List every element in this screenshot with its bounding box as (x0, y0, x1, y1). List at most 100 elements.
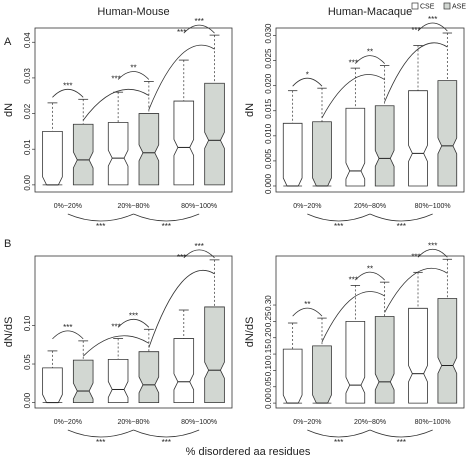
legend-swatch (411, 2, 419, 10)
y-tick-label: 0.15 (264, 344, 273, 360)
box (345, 320, 366, 404)
significance-arc (355, 55, 385, 64)
significance-arc (417, 248, 448, 258)
significance-curve (82, 88, 150, 121)
significance-arc (133, 213, 200, 222)
box (437, 80, 458, 187)
box (437, 298, 458, 404)
y-tick-label: 0.20 (264, 327, 273, 343)
significance-arc (417, 22, 448, 32)
plot-frame (275, 27, 465, 193)
significance-arc (369, 429, 433, 438)
box (138, 113, 160, 186)
box (204, 82, 225, 186)
significance-arc (67, 213, 134, 222)
significance-stars: *** (63, 323, 72, 332)
box (312, 121, 332, 187)
y-tick-label: 0.05 (264, 376, 273, 392)
significance-stars: *** (349, 59, 358, 68)
y-tick-label: 0.10 (264, 360, 273, 376)
significance-arc (117, 318, 150, 328)
box (173, 338, 195, 403)
significance-arc (307, 213, 371, 222)
significance-stars: *** (63, 81, 72, 90)
plot-frame (34, 255, 233, 409)
significance-arc (307, 429, 371, 438)
significance-stars: *** (194, 17, 203, 26)
x-tick-label: 20%~80% (117, 419, 149, 426)
significance-stars: ** (304, 300, 310, 309)
box (345, 107, 366, 187)
significance-stars: *** (411, 26, 420, 35)
box (282, 348, 303, 404)
x-tick-label: 0%~20% (293, 203, 321, 210)
significance-curve (384, 267, 448, 313)
y-axis-label: dN/dS (3, 317, 15, 348)
x-tick-label: 0%~20% (293, 419, 321, 426)
y-tick-label: 0.25 (264, 311, 273, 327)
significance-stars: ** (367, 48, 373, 57)
significance-stars: *** (96, 438, 105, 447)
y-tick-label: 0.020 (264, 73, 273, 94)
x-tick-label: 80%~100% (415, 203, 451, 210)
legend-label: CSE (420, 3, 435, 10)
significance-stars: * (306, 70, 309, 79)
significance-stars: *** (411, 252, 420, 261)
significance-stars: *** (162, 222, 171, 231)
significance-arc (52, 88, 84, 98)
significance-stars: ** (367, 264, 373, 273)
y-axis-label: dN (3, 103, 15, 117)
box (107, 358, 129, 403)
significance-arc (369, 213, 433, 222)
significance-stars: *** (96, 222, 105, 231)
y-tick-label: 0.030 (264, 23, 273, 44)
box (374, 316, 395, 404)
y-tick-label: 0.005 (264, 148, 273, 169)
y-tick-label: 0.000 (264, 173, 273, 194)
significance-stars: ** (130, 64, 136, 73)
chart-title: Human-Macaque (328, 6, 412, 18)
x-tick-label: 0%~20% (54, 203, 82, 210)
y-tick-label: 0.00 (23, 175, 32, 191)
significance-curve (82, 335, 150, 357)
significance-stars: *** (194, 242, 203, 251)
x-tick-label: 20%~80% (117, 203, 149, 210)
x-tick-label: 0%~20% (54, 419, 82, 426)
box (173, 100, 195, 186)
significance-arc (292, 307, 323, 317)
box (42, 130, 63, 186)
x-tick-label: 80%~100% (181, 419, 217, 426)
y-axis-label: dN/dS (244, 317, 256, 348)
legend-label: ASE (452, 3, 466, 10)
significance-stars: *** (177, 253, 186, 262)
significance-curve (384, 42, 448, 102)
box (42, 367, 63, 403)
significance-arc (183, 249, 215, 259)
significance-arc (292, 77, 323, 87)
significance-arc (133, 429, 200, 438)
significance-curve (148, 269, 215, 348)
y-tick-label: 0.015 (264, 98, 273, 119)
chart-title: Human-Mouse (97, 6, 169, 18)
y-tick-label: 0.010 (264, 123, 273, 144)
y-tick-label: 0.04 (23, 32, 32, 48)
significance-arc (183, 24, 215, 34)
panel-label: A (4, 36, 12, 48)
significance-arc (355, 271, 385, 281)
significance-curve (321, 74, 385, 118)
significance-stars: *** (397, 222, 406, 231)
significance-stars: *** (162, 438, 171, 447)
box (204, 306, 225, 403)
plot-frame (275, 255, 465, 409)
significance-arc (67, 429, 134, 438)
box (72, 359, 94, 403)
significance-stars: *** (334, 438, 343, 447)
y-tick-label: 0.03 (23, 68, 32, 84)
significance-stars: *** (397, 438, 406, 447)
box (408, 307, 428, 404)
significance-arc (117, 71, 150, 80)
x-tick-label: 20%~80% (354, 203, 386, 210)
box (374, 105, 395, 187)
y-tick-label: 0.00 (23, 392, 32, 408)
